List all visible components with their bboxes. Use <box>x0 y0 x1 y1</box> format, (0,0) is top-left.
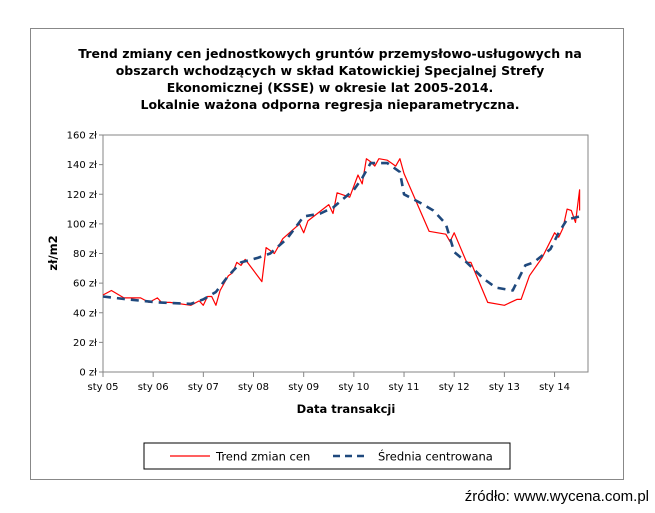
y-tick-label: 60 zł <box>73 279 97 290</box>
y-tick-label: 80 zł <box>73 249 97 260</box>
x-tick-label: sty 12 <box>439 382 470 393</box>
y-axis-label: zł/m2 <box>46 235 60 270</box>
x-tick-label: sty 09 <box>288 382 319 393</box>
series-line-trend <box>102 158 581 306</box>
x-tick-label: sty 05 <box>88 382 119 393</box>
y-tick-label: 20 zł <box>73 338 97 349</box>
title-line: obszarch wchodzących w skład Katowickiej… <box>115 63 545 78</box>
x-tick-label: sty 06 <box>138 382 169 393</box>
x-tick-label: sty 07 <box>188 382 219 393</box>
y-tick-label: 140 zł <box>67 160 98 171</box>
legend-label-average: Średnia centrowana <box>378 449 493 464</box>
title-line: Lokalnie ważona odporna regresja niepara… <box>140 97 520 112</box>
y-tick-label: 40 zł <box>73 308 97 319</box>
source-note: źródło: www.wycena.com.pl <box>464 488 649 505</box>
y-tick-label: 0 zł <box>79 368 97 379</box>
y-tick-label: 100 zł <box>67 219 98 230</box>
legend-label-trend: Trend zmian cen <box>215 450 310 464</box>
x-tick-label: sty 11 <box>389 382 420 393</box>
x-tick-label: sty 10 <box>338 382 369 393</box>
chart-frame <box>30 28 624 480</box>
x-tick-label: sty 08 <box>238 382 269 393</box>
series-line-average <box>102 161 580 306</box>
plot-area <box>102 134 589 373</box>
title-line: Trend zmiany cen jednostkowych gruntów p… <box>78 46 582 61</box>
legend: Trend zmian cen Średnia centrowana <box>143 442 511 470</box>
chart-title: Trend zmiany cen jednostkowych gruntów p… <box>60 45 600 113</box>
x-tick-label: sty 14 <box>539 382 570 393</box>
title-line: Ekonomicznej (KSSE) w okresie lat 2005-2… <box>166 80 494 95</box>
x-axis-label: Data transakcji <box>297 402 396 416</box>
y-tick-label: 120 zł <box>67 190 98 201</box>
x-tick-label: sty 13 <box>489 382 520 393</box>
y-tick-label: 160 zł <box>67 131 98 142</box>
